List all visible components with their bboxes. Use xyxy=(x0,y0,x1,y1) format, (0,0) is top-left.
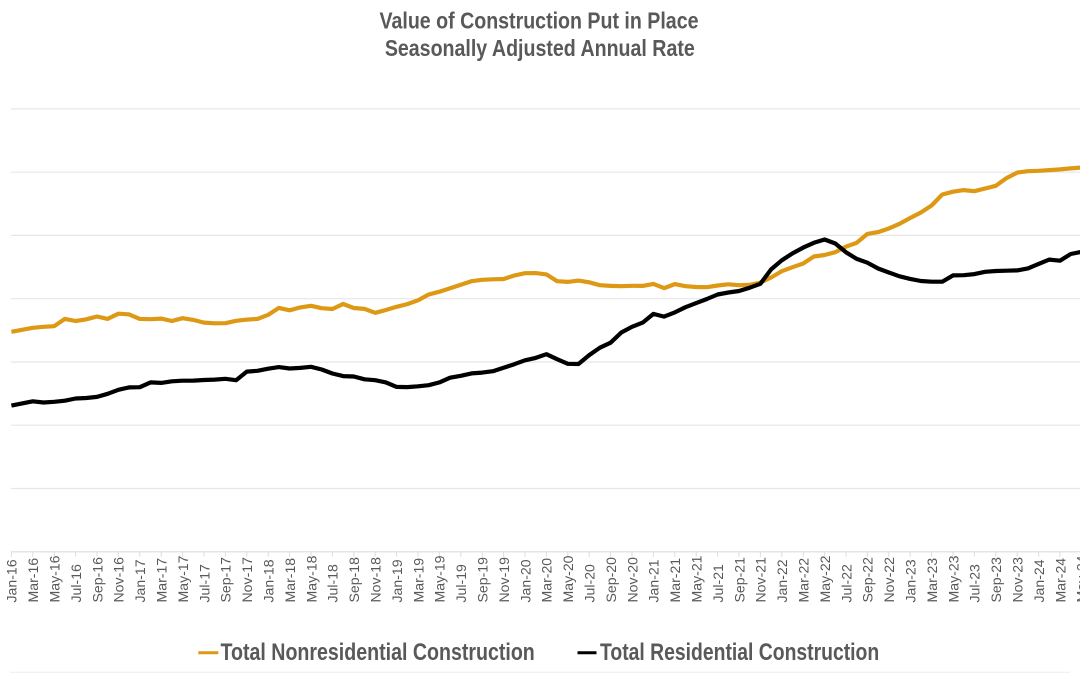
svg-text:Sep-23: Sep-23 xyxy=(988,557,1004,603)
svg-text:May-17: May-17 xyxy=(175,555,191,602)
svg-text:Total Nonresidential Construct: Total Nonresidential Construction xyxy=(221,638,535,665)
svg-text:Sep-17: Sep-17 xyxy=(218,557,234,603)
svg-text:May-18: May-18 xyxy=(303,555,319,602)
svg-text:Seasonally Adjusted Annual Rat: Seasonally Adjusted Annual Rate xyxy=(385,36,695,62)
svg-text:Value of Construction Put in P: Value of Construction Put in Place xyxy=(379,8,698,34)
svg-text:May-22: May-22 xyxy=(817,555,833,602)
svg-text:Mar-18: Mar-18 xyxy=(282,558,298,603)
svg-text:Jan-20: Jan-20 xyxy=(517,559,533,602)
svg-text:Jul-17: Jul-17 xyxy=(196,564,212,603)
svg-text:Nov-17: Nov-17 xyxy=(239,557,255,603)
svg-text:Jul-20: Jul-20 xyxy=(582,564,598,603)
svg-text:May-20: May-20 xyxy=(560,555,576,602)
svg-text:Nov-20: Nov-20 xyxy=(624,557,640,603)
svg-text:Mar-24: Mar-24 xyxy=(1052,558,1068,603)
svg-text:Sep-20: Sep-20 xyxy=(603,557,619,603)
svg-text:Jan-21: Jan-21 xyxy=(646,559,662,602)
svg-text:May-21: May-21 xyxy=(689,555,705,602)
svg-text:Nov-22: Nov-22 xyxy=(881,557,897,603)
svg-text:Total Residential Construction: Total Residential Construction xyxy=(600,638,879,666)
svg-text:Jul-21: Jul-21 xyxy=(710,564,726,603)
svg-text:Jul-22: Jul-22 xyxy=(838,564,854,603)
svg-text:Sep-21: Sep-21 xyxy=(731,557,747,603)
svg-text:Mar-16: Mar-16 xyxy=(25,558,41,603)
svg-text:Sep-19: Sep-19 xyxy=(475,557,491,603)
svg-text:Mar-21: Mar-21 xyxy=(667,558,683,603)
svg-text:Jan-19: Jan-19 xyxy=(389,559,405,602)
svg-text:May-24: May-24 xyxy=(1074,555,1080,602)
svg-text:Sep-16: Sep-16 xyxy=(89,557,105,603)
svg-text:Sep-18: Sep-18 xyxy=(346,557,362,603)
svg-text:Jan-23: Jan-23 xyxy=(903,559,919,602)
svg-text:Nov-21: Nov-21 xyxy=(753,557,769,603)
svg-text:Jul-18: Jul-18 xyxy=(325,564,341,603)
svg-text:May-19: May-19 xyxy=(432,555,448,602)
svg-text:May-23: May-23 xyxy=(945,555,961,602)
svg-text:Mar-19: Mar-19 xyxy=(410,558,426,603)
svg-text:Jan-16: Jan-16 xyxy=(4,559,20,602)
svg-text:Mar-22: Mar-22 xyxy=(796,558,812,603)
svg-text:Jul-16: Jul-16 xyxy=(68,564,84,603)
svg-text:Mar-17: Mar-17 xyxy=(154,558,170,603)
svg-text:Jan-22: Jan-22 xyxy=(774,559,790,602)
svg-text:Nov-16: Nov-16 xyxy=(111,557,127,603)
svg-text:Nov-19: Nov-19 xyxy=(496,557,512,603)
svg-text:Jul-19: Jul-19 xyxy=(453,564,469,603)
svg-text:Jan-17: Jan-17 xyxy=(132,559,148,602)
svg-text:Nov-23: Nov-23 xyxy=(1010,557,1026,603)
svg-text:Jul-23: Jul-23 xyxy=(967,564,983,603)
svg-text:May-16: May-16 xyxy=(47,555,63,602)
svg-text:Nov-18: Nov-18 xyxy=(368,557,384,603)
svg-text:Sep-22: Sep-22 xyxy=(860,557,876,603)
svg-text:Mar-23: Mar-23 xyxy=(924,558,940,603)
svg-text:Jan-24: Jan-24 xyxy=(1031,559,1047,602)
svg-text:Mar-20: Mar-20 xyxy=(539,558,555,603)
svg-text:Jan-18: Jan-18 xyxy=(261,559,277,602)
